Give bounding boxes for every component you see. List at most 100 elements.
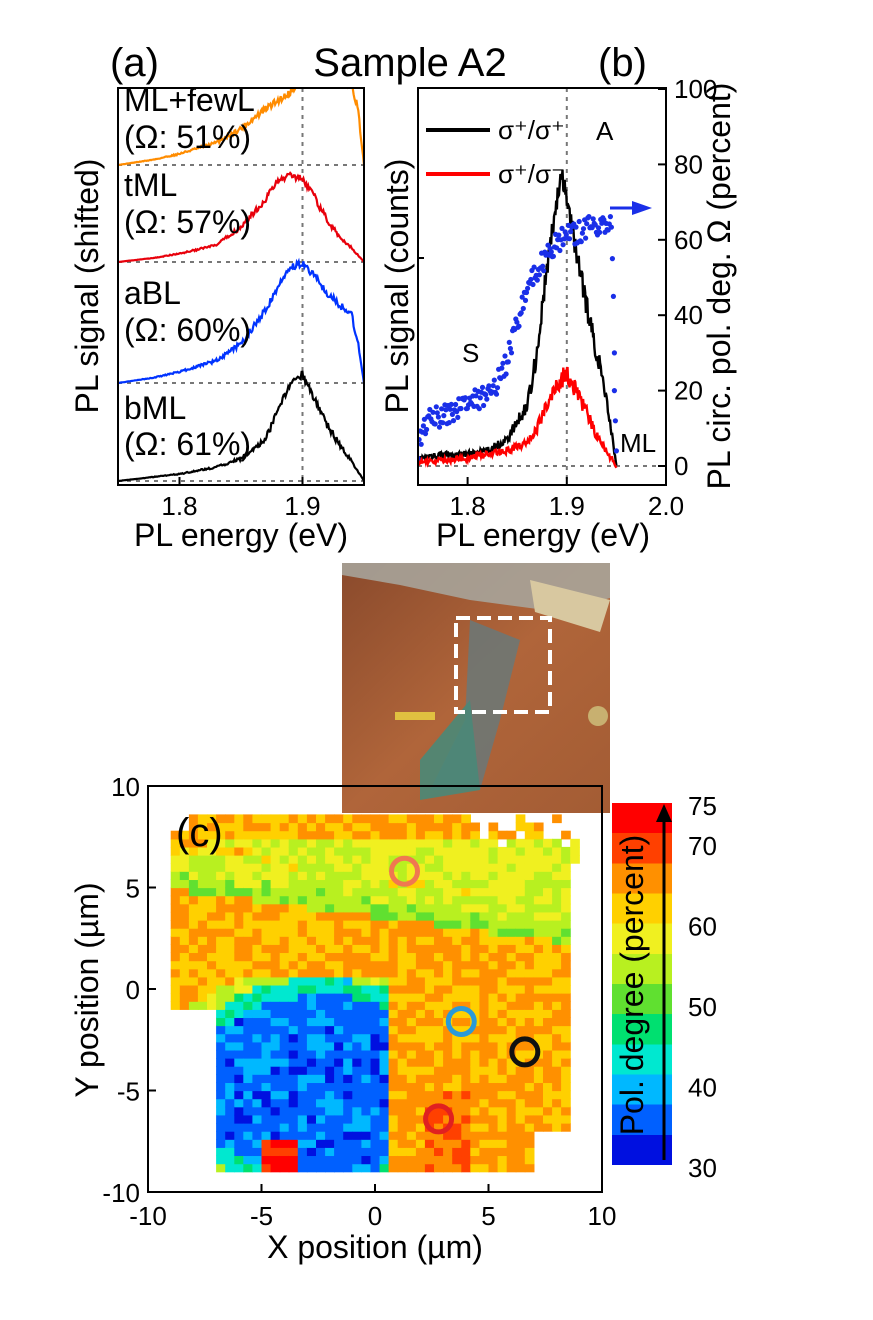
heatmap-cell <box>370 1139 381 1148</box>
panel-b-pol-point <box>576 218 582 225</box>
heatmap-cell <box>515 1041 526 1051</box>
heatmap-cell <box>470 1074 480 1084</box>
heatmap-cell <box>225 895 235 905</box>
panel-b-pol-point <box>613 448 620 454</box>
heatmap-cell <box>406 984 417 994</box>
heatmap-cell <box>415 887 426 897</box>
panel-b-legend-label: σ⁺/σ⁻ <box>498 159 565 189</box>
heatmap-cell <box>234 846 244 856</box>
heatmap-cell <box>270 1098 281 1108</box>
heatmap-cell <box>234 968 244 978</box>
heatmap-cell <box>207 895 217 905</box>
heatmap-cell <box>533 920 544 929</box>
colorbar-arrowhead <box>656 804 672 822</box>
heatmap-cell <box>179 1001 190 1010</box>
heatmap-cell <box>316 838 326 848</box>
heatmap-cell <box>316 936 326 945</box>
panel-b-pol-point <box>573 224 579 230</box>
heatmap-cell <box>415 1041 426 1051</box>
heatmap-cell <box>361 830 372 840</box>
heatmap-cell <box>316 1049 326 1059</box>
panel-b-pol-point <box>523 289 530 296</box>
heatmap-cell <box>306 936 317 945</box>
panel-b-pol-point <box>508 350 515 356</box>
heatmap-cell <box>225 1106 235 1116</box>
heatmap-cell <box>424 1147 435 1157</box>
heatmap-cell <box>207 855 217 864</box>
heatmap-cell <box>524 846 535 856</box>
heatmap-cell <box>243 846 253 856</box>
heatmap-cell <box>297 1139 308 1148</box>
heatmap-cell <box>279 1041 290 1051</box>
heatmap-cell <box>497 960 508 970</box>
heatmap-cell <box>370 863 381 872</box>
heatmap-cell <box>234 887 244 897</box>
heatmap-cell <box>452 1139 462 1148</box>
heatmap-cell <box>479 1090 490 1100</box>
heatmap-cell <box>379 1001 390 1010</box>
heatmap-cell <box>397 1041 408 1051</box>
heatmap-cell <box>515 855 526 864</box>
panel-b-ytick-label: 100 <box>674 74 717 104</box>
heatmap-cell <box>543 1033 553 1043</box>
heatmap-cell <box>216 1041 226 1051</box>
heatmap-cell <box>515 822 526 832</box>
heatmap-cell <box>216 838 226 848</box>
heatmap-cell <box>252 1155 263 1165</box>
heatmap-cell <box>361 1041 372 1051</box>
heatmap-cell <box>470 1131 480 1140</box>
heatmap-cell <box>225 903 235 913</box>
heatmap-cell <box>261 1001 272 1010</box>
heatmap-cell <box>379 952 390 962</box>
heatmap-cell <box>352 1066 362 1075</box>
heatmap-cell <box>461 1090 471 1100</box>
heatmap-cell <box>461 871 471 881</box>
heatmap-cell <box>561 887 571 897</box>
heatmap-cell <box>243 1090 253 1100</box>
heatmap-cell <box>552 1009 562 1019</box>
heatmap-cell <box>234 1139 244 1148</box>
heatmap-cell <box>415 1155 426 1165</box>
heatmap-cell <box>543 1114 553 1124</box>
heatmap-cell <box>334 830 344 840</box>
heatmap-cell <box>207 984 217 994</box>
heatmap-cell <box>406 952 417 962</box>
panel-b-pol-point <box>610 293 617 299</box>
heatmap-cell <box>288 968 299 978</box>
heatmap-cell <box>406 968 417 978</box>
heatmap-cell <box>243 879 253 889</box>
heatmap-cell <box>252 944 263 954</box>
heatmap-cell <box>261 903 272 913</box>
heatmap-cell <box>270 887 281 897</box>
heatmap-cell <box>434 928 444 937</box>
heatmap-cell <box>415 1082 426 1092</box>
heatmap-cell <box>370 814 381 824</box>
heatmap-cell <box>334 814 344 824</box>
heatmap-cell <box>388 1033 399 1043</box>
panel-b-xtick-label: 1.9 <box>549 491 585 521</box>
heatmap-cell <box>415 968 426 978</box>
heatmap-cell <box>515 1123 526 1132</box>
heatmap-cell <box>225 1049 235 1059</box>
heatmap-cell <box>252 1041 263 1051</box>
heatmap-cell <box>470 838 480 848</box>
heatmap-cell <box>434 814 444 824</box>
heatmap-cell <box>388 944 399 954</box>
heatmap-cell <box>434 1147 444 1157</box>
heatmap-cell <box>225 976 235 986</box>
panel-b-pol-point <box>453 401 459 408</box>
panel-b-pol-point <box>548 249 554 255</box>
heatmap-cell <box>188 928 199 937</box>
heatmap-cell <box>397 1139 408 1148</box>
heatmap-cell <box>370 1082 381 1092</box>
heatmap-cell <box>533 846 544 856</box>
heatmap-cell <box>406 1123 417 1132</box>
heatmap-cell <box>288 1082 299 1092</box>
heatmap-cell <box>388 1106 399 1116</box>
heatmap-cell <box>434 1098 444 1108</box>
heatmap-cell <box>552 976 562 986</box>
heatmap-cell <box>370 928 381 937</box>
heatmap-cell <box>316 846 326 856</box>
heatmap-cell <box>552 1114 562 1124</box>
heatmap-cell <box>216 1155 226 1165</box>
